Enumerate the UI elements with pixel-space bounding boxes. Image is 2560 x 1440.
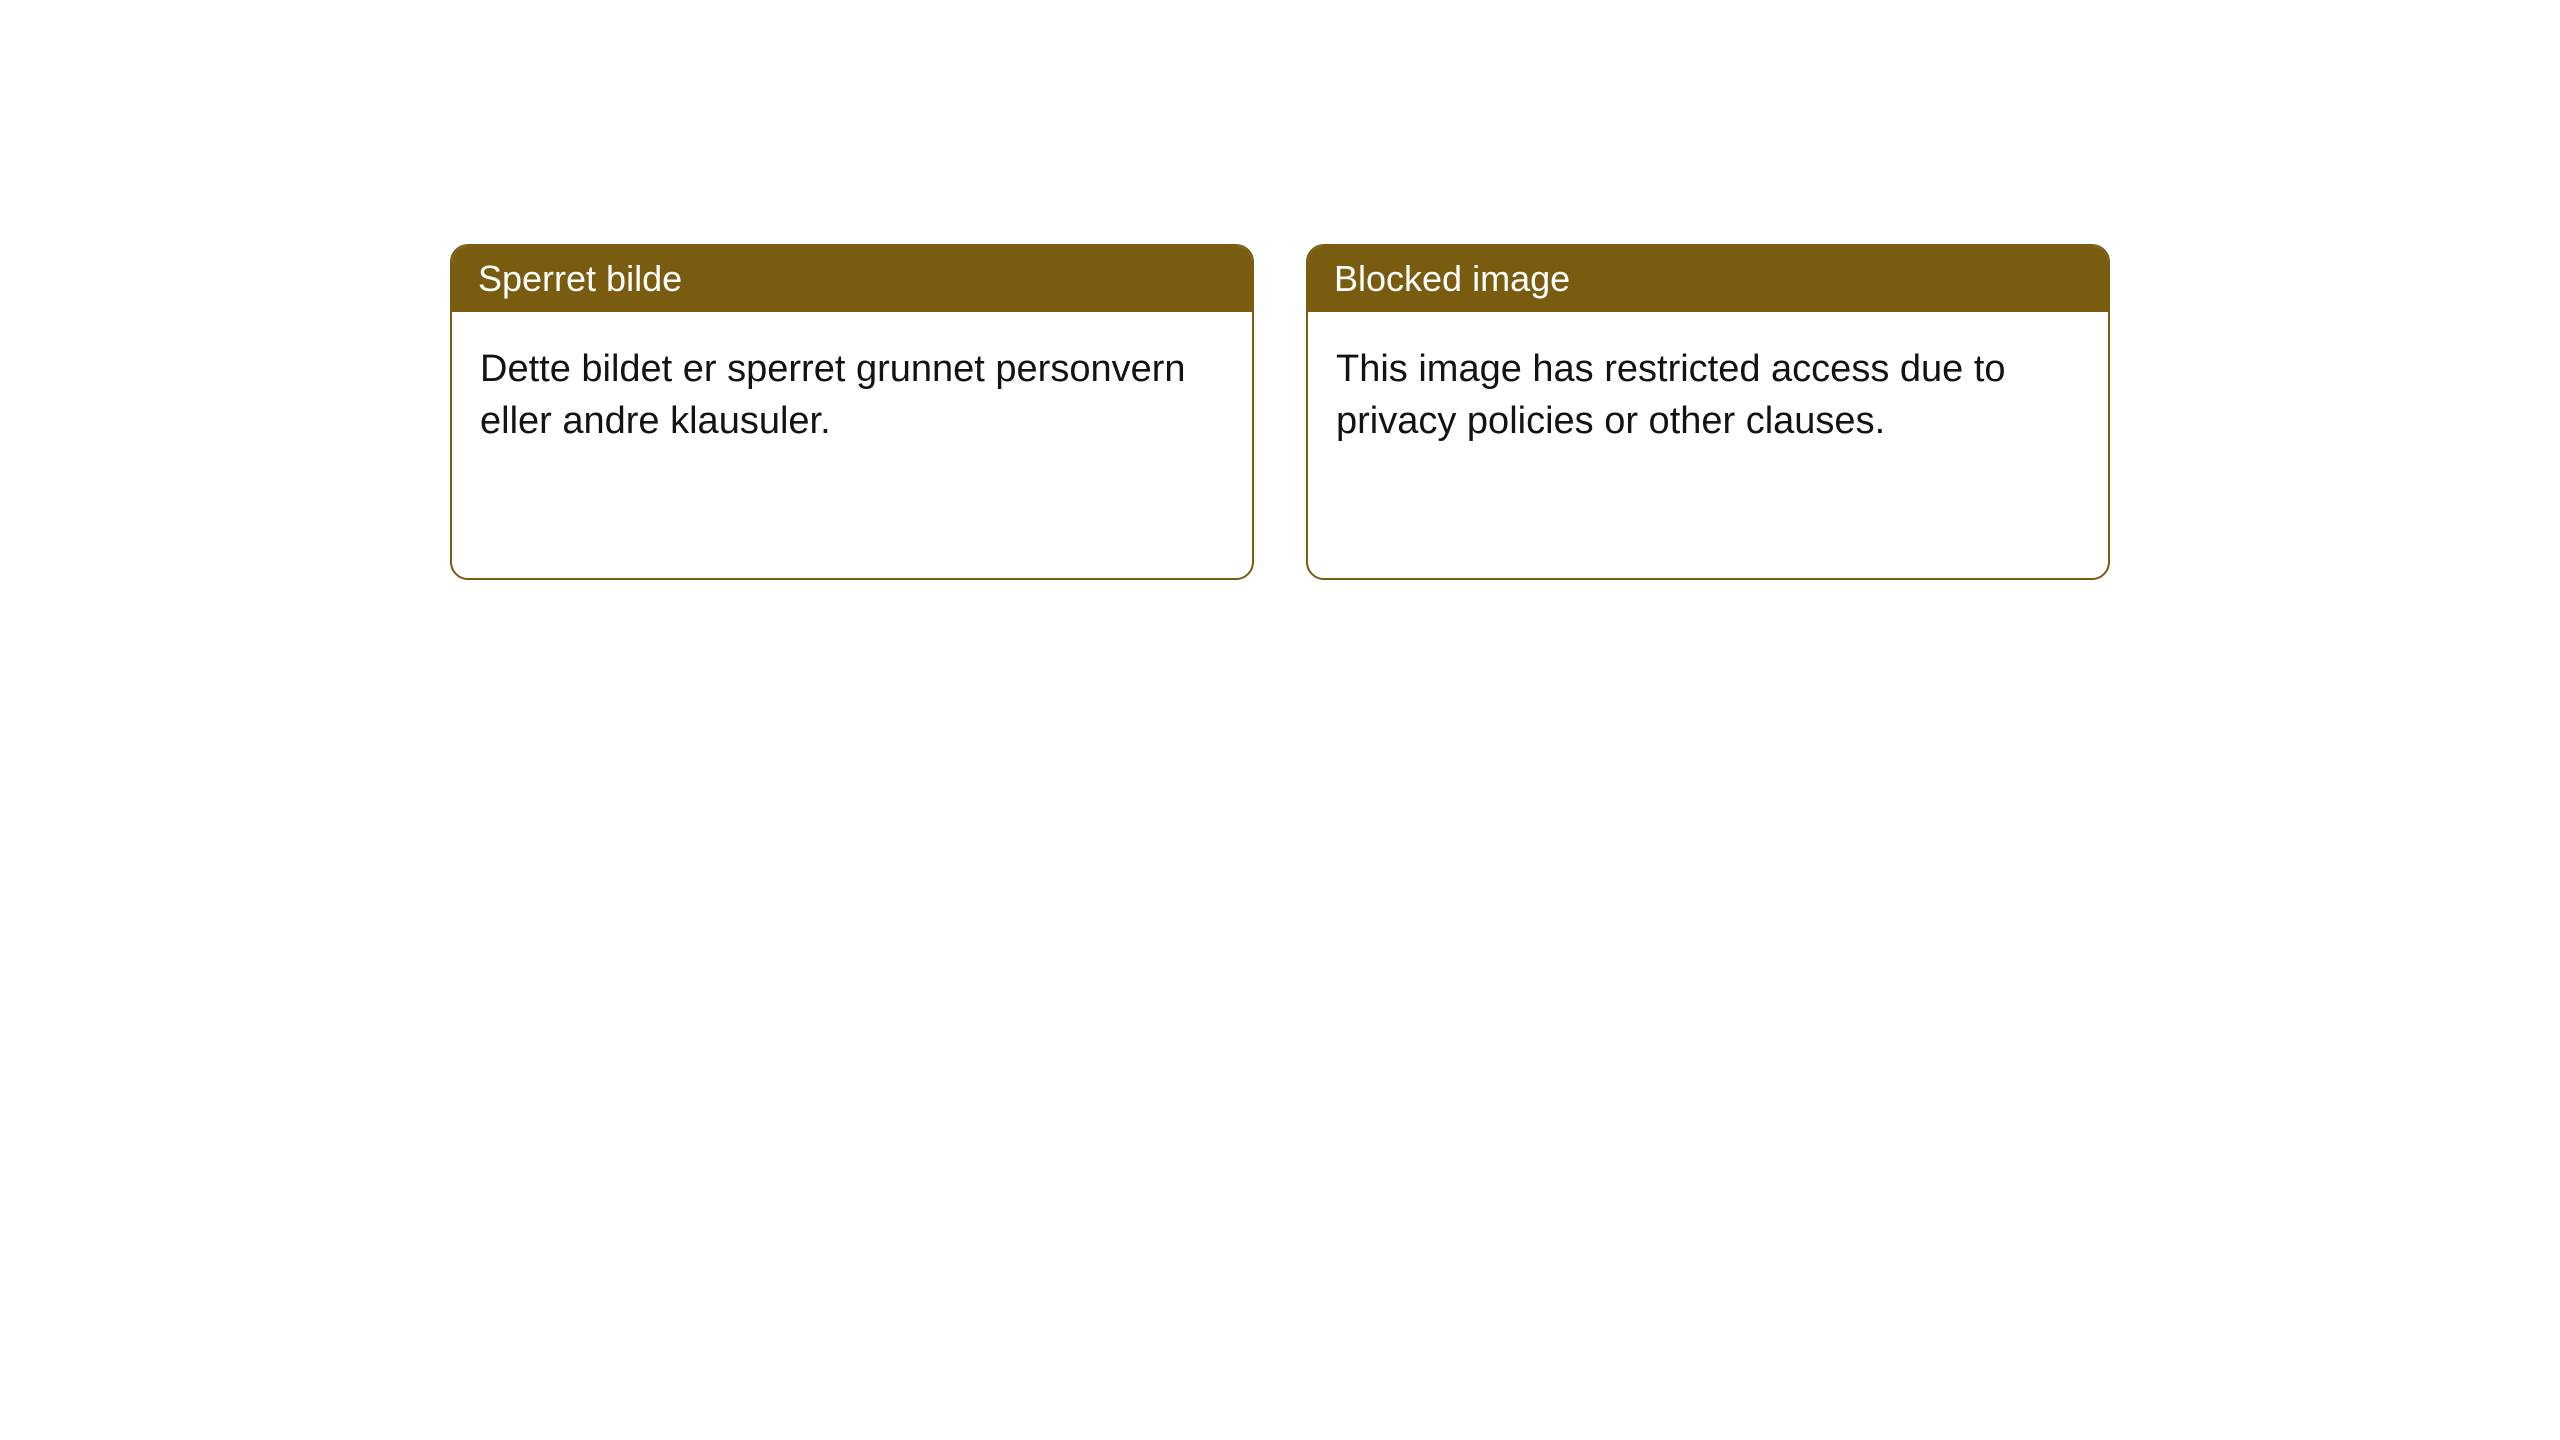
- notice-container: Sperret bilde Dette bildet er sperret gr…: [0, 0, 2560, 580]
- notice-card-no: Sperret bilde Dette bildet er sperret gr…: [450, 244, 1254, 580]
- notice-card-body: This image has restricted access due to …: [1308, 312, 2108, 479]
- notice-card-title: Blocked image: [1308, 246, 2108, 312]
- notice-card-title: Sperret bilde: [452, 246, 1252, 312]
- notice-card-en: Blocked image This image has restricted …: [1306, 244, 2110, 580]
- notice-card-body: Dette bildet er sperret grunnet personve…: [452, 312, 1252, 479]
